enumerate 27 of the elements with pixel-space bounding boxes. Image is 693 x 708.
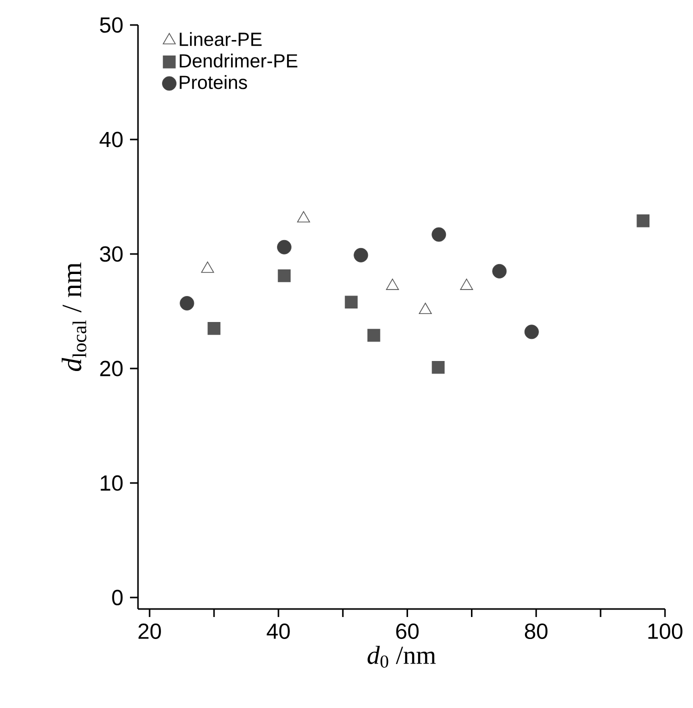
y-tick-label: 20 — [100, 360, 123, 376]
legend-label: Proteins — [180, 75, 248, 90]
point — [418, 302, 432, 314]
x-tick-label: 100 — [648, 623, 682, 640]
y-tick-label: 50 — [100, 17, 123, 33]
point — [201, 262, 214, 273]
legend-label: Linear-PE — [180, 32, 262, 46]
point — [386, 278, 399, 290]
y-tick-label: 0 — [112, 590, 123, 606]
y-tick-label: 40 — [100, 132, 123, 148]
x-tick-label: 80 — [524, 623, 548, 640]
x-tick-label: 40 — [266, 623, 290, 640]
legend-label: Dendrimer-PE — [180, 54, 298, 68]
point — [354, 248, 368, 262]
point — [297, 211, 310, 222]
y-tick-label: 10 — [100, 475, 123, 491]
point — [460, 278, 474, 290]
y-tick-label: 30 — [100, 246, 123, 262]
point — [277, 240, 292, 254]
point — [180, 296, 194, 310]
y-axis-title: d$_{local}$ / nm — [62, 262, 86, 372]
point — [432, 227, 446, 242]
x-tick-label: 60 — [396, 623, 419, 640]
x-axis-title: d$_{0}$ /nm — [368, 646, 436, 668]
point — [524, 324, 539, 340]
point — [492, 264, 507, 278]
x-tick-label: 20 — [138, 623, 161, 640]
